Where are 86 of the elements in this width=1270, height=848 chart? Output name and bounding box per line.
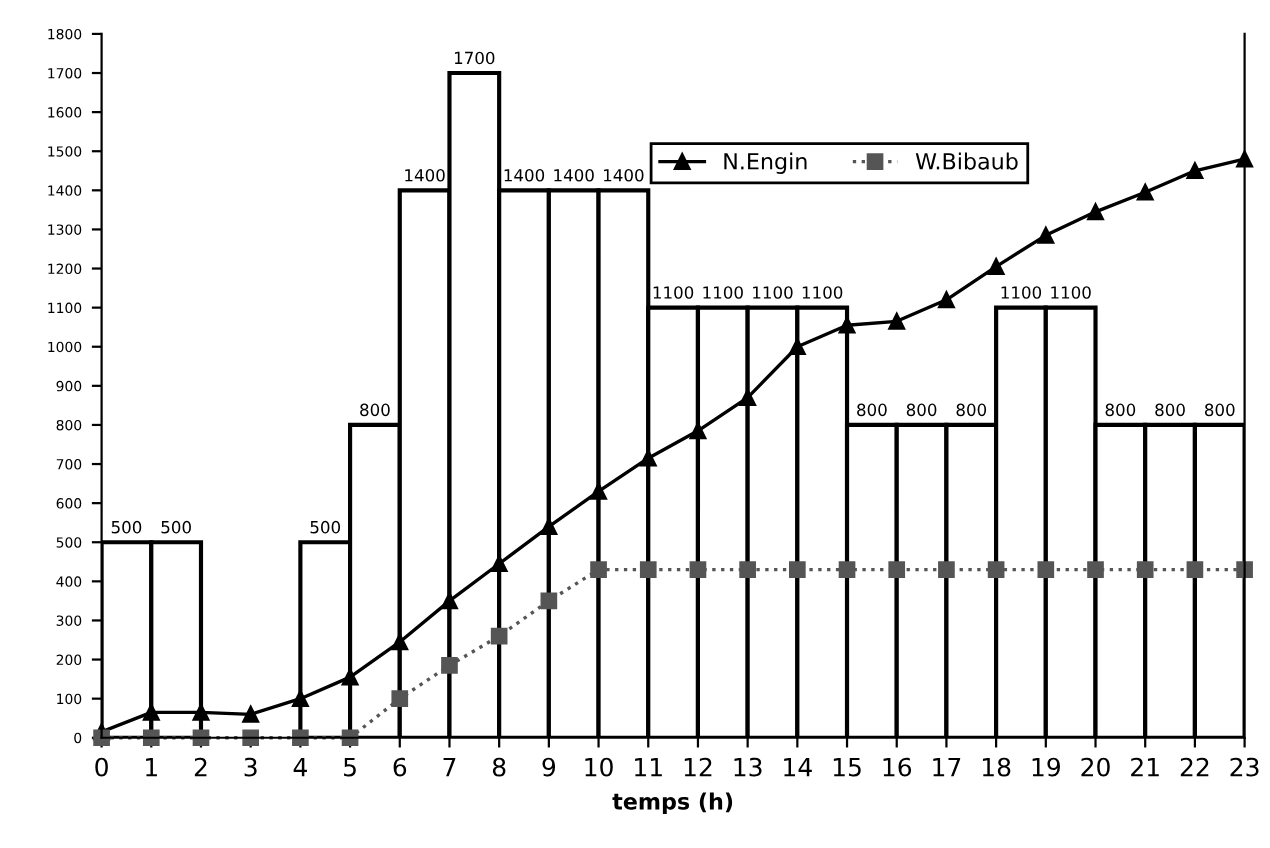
data-label: 1700 — [454, 51, 495, 65]
x-tick-label: 19 — [1032, 757, 1060, 777]
point — [1087, 561, 1104, 578]
point — [192, 704, 210, 721]
data-label: 1100 — [753, 286, 793, 299]
point — [1136, 561, 1154, 578]
point — [938, 561, 955, 578]
x-tick-label: 7 — [443, 757, 456, 777]
data-label: 500 — [310, 520, 341, 534]
x-tick-label: 9 — [542, 757, 556, 777]
x-tick-label: 6 — [393, 757, 407, 777]
point — [441, 592, 458, 610]
x-tick-label: 18 — [982, 757, 1011, 777]
data-label: 1100 — [802, 286, 843, 299]
data-label: 1100 — [653, 286, 694, 299]
point — [590, 561, 607, 578]
x-tick-label: 13 — [734, 757, 762, 777]
point — [292, 690, 309, 707]
data-label: 800 — [1105, 403, 1136, 417]
point — [590, 483, 607, 500]
point — [292, 729, 309, 747]
data-label: 1100 — [1051, 286, 1091, 299]
point — [739, 389, 756, 406]
point — [540, 518, 558, 535]
data-label: 1400 — [405, 168, 445, 182]
point — [639, 561, 657, 578]
x-tick-label: 8 — [492, 757, 506, 777]
x-tick-label: 1 — [146, 757, 157, 777]
point — [689, 561, 707, 578]
data-label: 1400 — [554, 168, 594, 182]
point — [789, 338, 806, 356]
point — [838, 561, 856, 578]
point — [1186, 561, 1204, 578]
x-tick-label: 10 — [585, 757, 613, 777]
legend-label: N.Engin — [724, 152, 807, 174]
point — [987, 258, 1005, 275]
point — [888, 312, 906, 330]
x-tick-label: 21 — [1131, 757, 1159, 777]
point — [1186, 162, 1204, 180]
x-axis-title: temps (h) — [612, 792, 733, 815]
data-label: 800 — [956, 403, 987, 417]
point — [938, 291, 955, 309]
point — [1037, 561, 1055, 578]
data-label: 800 — [906, 403, 937, 417]
point — [1037, 226, 1055, 244]
x-tick-label: 0 — [95, 757, 108, 777]
x-tick-label: 23 — [1230, 757, 1259, 777]
data-label: 500 — [161, 520, 191, 534]
x-tick-label: 14 — [784, 757, 812, 777]
data-label: 1100 — [703, 286, 743, 299]
x-tick-label: 2 — [194, 757, 207, 777]
x-tick-label: 5 — [344, 757, 356, 777]
x-tick-label: 12 — [684, 757, 712, 777]
point — [739, 561, 756, 578]
point — [142, 704, 160, 721]
point — [888, 561, 906, 578]
point — [391, 633, 409, 651]
x-tick-label: 15 — [833, 757, 861, 777]
point — [1087, 203, 1104, 221]
point — [490, 555, 508, 573]
point — [142, 729, 160, 747]
data-label: 1100 — [1001, 286, 1042, 299]
x-tick-label: 20 — [1081, 757, 1110, 777]
x-tick-label: 16 — [883, 757, 912, 777]
point — [789, 561, 806, 578]
x-tick-label: 3 — [244, 757, 257, 777]
x-tick-label: 11 — [635, 757, 662, 777]
point — [242, 705, 260, 723]
data-label: 1400 — [604, 168, 644, 182]
data-label: 800 — [1155, 403, 1185, 417]
point — [391, 690, 409, 707]
data-label: 800 — [857, 403, 887, 417]
point — [540, 592, 558, 610]
point — [242, 729, 260, 747]
x-tick-label: 17 — [933, 757, 961, 777]
data-label: 500 — [111, 520, 142, 534]
point — [1136, 183, 1154, 201]
legend-label: W.Bibaub — [915, 152, 1018, 170]
point — [987, 561, 1005, 578]
point — [490, 627, 508, 645]
data-label: 1400 — [504, 168, 545, 182]
x-tick-label: 22 — [1180, 757, 1209, 777]
point — [441, 657, 458, 674]
data-label: 800 — [360, 403, 390, 417]
x-tick-label: 4 — [293, 757, 307, 777]
data-label: 800 — [1204, 403, 1235, 417]
